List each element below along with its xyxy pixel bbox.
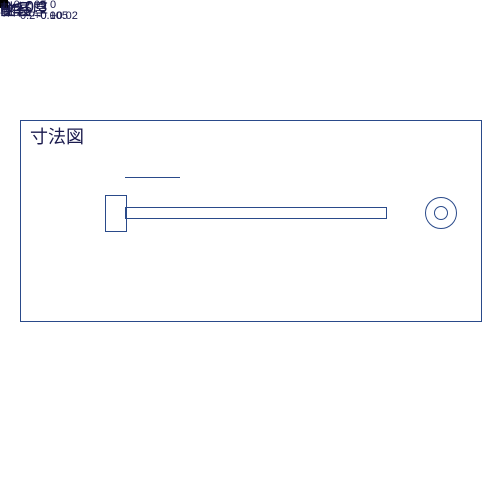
- pin-head: [105, 195, 127, 232]
- tol-shaft-d: 0−0.005: [34, 0, 68, 22]
- pin-shaft: [125, 207, 387, 219]
- end-view-inner-circle: [434, 206, 448, 220]
- drawing-frame: [20, 120, 482, 322]
- label-shaft-d-text: 軸径: [0, 2, 32, 19]
- diagram-title: 寸法図: [30, 128, 84, 147]
- leader-r-upper: [125, 177, 180, 178]
- diagram-canvas: 寸法図 R≦0.3 R≦0.3 H0−0.2 ツバ厚0−0.02 全長+5+0.…: [0, 0, 500, 500]
- label-shaft-d: 軸径0−0.005: [0, 0, 68, 22]
